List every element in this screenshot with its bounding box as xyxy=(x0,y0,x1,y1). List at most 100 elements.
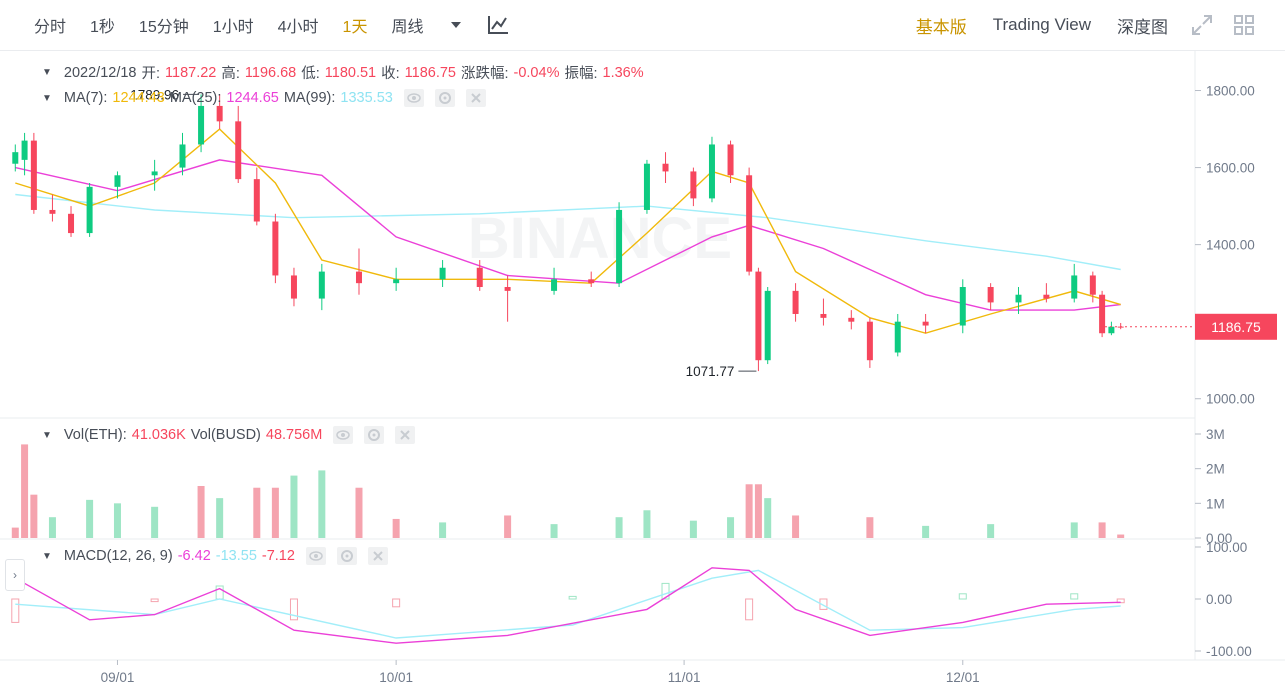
collapse-caret-icon[interactable]: ▼ xyxy=(42,92,52,104)
candle-body xyxy=(179,144,186,168)
volume-bar xyxy=(866,517,874,538)
ma7-label: MA(7): xyxy=(63,90,108,106)
macd-histogram-bar xyxy=(745,598,754,621)
eye-icon[interactable] xyxy=(305,547,326,565)
ma99-label: MA(99): xyxy=(283,90,336,106)
close-icon[interactable] xyxy=(367,547,388,565)
ma7-value: 1244.43 xyxy=(112,90,165,106)
eye-icon[interactable] xyxy=(403,89,424,107)
tab-tradingview[interactable]: Trading View xyxy=(992,15,1091,34)
candle-body xyxy=(755,271,762,361)
candle-body xyxy=(12,152,19,164)
volume-bar xyxy=(504,515,512,538)
vol-busd-value: 48.756M xyxy=(265,427,323,443)
interval-tab-4h[interactable]: 4小时 xyxy=(277,19,319,36)
expand-panel-chevron-icon[interactable]: › xyxy=(5,559,25,591)
chart-background xyxy=(0,51,1285,696)
candle-body xyxy=(662,163,669,172)
candle-body xyxy=(690,171,697,199)
candle-body xyxy=(355,271,362,284)
time-axis-label: 09/01 xyxy=(101,670,135,685)
interval-tab-15m[interactable]: 15分钟 xyxy=(138,19,189,36)
collapse-caret-icon[interactable]: ▼ xyxy=(42,429,52,441)
candle-body xyxy=(588,279,595,284)
settings-icon[interactable] xyxy=(434,89,455,107)
volume-bar xyxy=(764,498,772,538)
volume-axis-label: 3M xyxy=(1206,427,1225,442)
candle-body xyxy=(272,221,279,276)
candle-body xyxy=(959,287,966,326)
volume-bar xyxy=(615,517,623,538)
candle-body xyxy=(476,267,483,288)
interval-tab-1w[interactable]: 周线 xyxy=(391,19,424,36)
indicator-icon[interactable] xyxy=(483,10,513,40)
volume-bar xyxy=(113,503,121,538)
settings-icon[interactable] xyxy=(336,547,357,565)
macd-histogram-bar xyxy=(568,595,577,600)
candle-body xyxy=(792,290,799,314)
volume-axis-label: 0.00 xyxy=(1206,531,1232,546)
macd-legend: ▼ MACD(12, 26, 9) -6.42 -13.55 -7.12 xyxy=(42,547,393,565)
macd-axis-label: -100.00 xyxy=(1206,644,1252,659)
close-icon[interactable] xyxy=(395,426,416,444)
volume-bar xyxy=(922,525,930,538)
dropdown-caret-icon[interactable] xyxy=(441,10,471,40)
interval-tab-1d[interactable]: 1天 xyxy=(342,19,368,36)
volume-bar xyxy=(792,515,800,538)
close-label: 收: xyxy=(381,66,400,82)
candle-body xyxy=(643,163,650,210)
candle-body xyxy=(764,290,771,361)
volume-bar xyxy=(727,517,735,538)
macd-histogram-bar xyxy=(1070,593,1079,600)
volume-bar xyxy=(1098,522,1106,538)
tab-depth[interactable]: 深度图 xyxy=(1117,17,1168,37)
volume-bar xyxy=(392,518,400,538)
volume-bar xyxy=(318,470,326,538)
volume-bar xyxy=(355,487,363,538)
ma25-value: 1244.65 xyxy=(226,90,279,106)
candle-body xyxy=(727,144,734,176)
candle-body xyxy=(318,271,325,299)
close-value: 1186.75 xyxy=(404,64,456,81)
watermark-text: BINANCE xyxy=(468,206,732,271)
volume-bar xyxy=(643,510,651,538)
candle-body xyxy=(290,275,297,299)
volume-axis-label: 1M xyxy=(1206,496,1225,511)
fullscreen-icon[interactable] xyxy=(1187,10,1217,40)
candle-body xyxy=(235,121,242,180)
tab-basic[interactable]: 基本版 xyxy=(915,17,967,37)
interval-tab-1s[interactable]: 1秒 xyxy=(90,19,115,36)
amplitude-label: 振幅: xyxy=(564,66,598,82)
candle-body xyxy=(1071,275,1078,299)
time-axis-label: 10/01 xyxy=(379,670,413,685)
grid-layout-icon[interactable] xyxy=(1229,10,1259,40)
candle-body xyxy=(746,175,753,272)
candle-body xyxy=(86,186,93,234)
close-icon[interactable] xyxy=(465,89,486,107)
candle-body xyxy=(1099,294,1106,334)
collapse-caret-icon[interactable]: ▼ xyxy=(42,550,52,562)
macd-histogram-bar xyxy=(11,598,20,623)
macd-label: MACD(12, 26, 9) xyxy=(63,548,173,564)
macd-histogram-bar xyxy=(819,598,828,610)
volume-bar xyxy=(30,494,38,538)
eye-icon[interactable] xyxy=(333,426,354,444)
last-price-tag-label: 1186.75 xyxy=(1211,319,1261,335)
ma99-value: 1335.53 xyxy=(340,90,393,106)
price-axis-label: 1000.00 xyxy=(1206,392,1255,407)
volume-bar xyxy=(21,444,29,538)
change-value: -0.04% xyxy=(513,64,560,81)
vol-eth-label: Vol(ETH): xyxy=(63,427,127,443)
volume-bar xyxy=(151,506,159,538)
change-label: 涨跌幅: xyxy=(460,66,509,82)
interval-tab-time[interactable]: 分时 xyxy=(34,19,67,36)
settings-icon[interactable] xyxy=(364,426,385,444)
candle-body xyxy=(708,144,715,199)
candle-body xyxy=(21,140,28,160)
macd-histogram-bar xyxy=(661,582,670,600)
interval-tab-1h[interactable]: 1小时 xyxy=(212,19,254,36)
low-annotation-label: 1071.77 xyxy=(686,364,735,379)
candle-body xyxy=(866,321,873,361)
collapse-caret-icon[interactable]: ▼ xyxy=(42,67,52,78)
